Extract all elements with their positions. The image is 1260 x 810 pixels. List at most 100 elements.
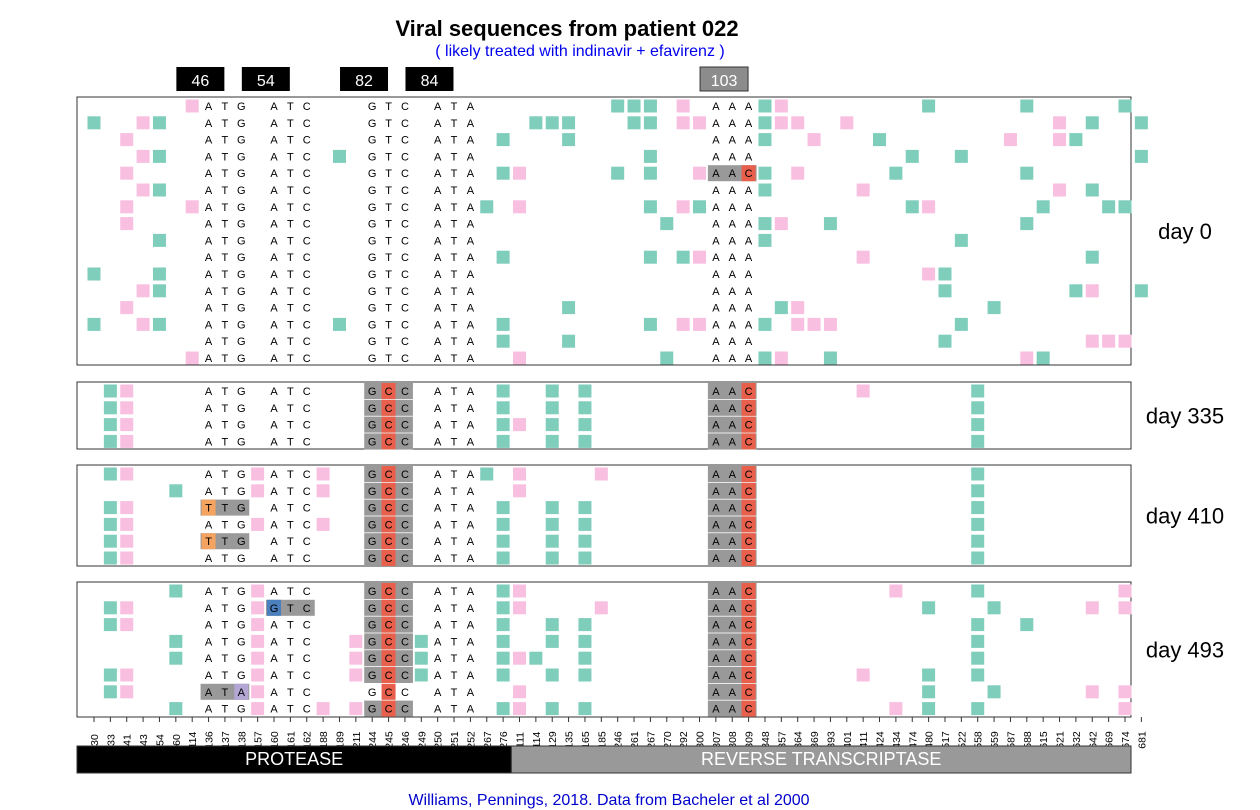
nucleotide: T: [287, 386, 294, 398]
nucleotide: T: [222, 469, 229, 481]
transition-cell: [987, 301, 1001, 315]
nucleotide: G: [368, 636, 377, 648]
nucleotide: A: [467, 101, 475, 113]
nucleotide: C: [745, 704, 753, 716]
nucleotide: A: [712, 168, 720, 180]
nucleotide: T: [451, 336, 458, 348]
nucleotide: G: [368, 101, 377, 113]
nucleotide: T: [451, 503, 458, 515]
nucleotide: A: [467, 168, 475, 180]
transition-cell: [1085, 183, 1099, 197]
nucleotide: A: [712, 118, 720, 130]
nucleotide: T: [222, 319, 229, 331]
transition-cell: [758, 133, 772, 147]
tick-label: 292: [678, 731, 690, 749]
nucleotide: A: [729, 168, 737, 180]
transversion-cell: [922, 267, 936, 281]
tick-label: 129: [547, 731, 559, 749]
tick-label: 681: [1136, 731, 1148, 749]
nucleotide: G: [237, 168, 246, 180]
nucleotide: T: [222, 636, 229, 648]
transition-cell: [496, 250, 510, 264]
nucleotide: C: [401, 687, 409, 699]
nucleotide: C: [385, 469, 393, 481]
gene-segment: [76, 745, 512, 774]
nucleotide: A: [205, 486, 213, 498]
nucleotide: C: [303, 269, 311, 281]
transition-cell: [169, 702, 183, 716]
tick-label: 162: [302, 731, 314, 749]
nucleotide-change: [381, 633, 396, 650]
nucleotide: T: [287, 303, 294, 315]
transition-cell: [938, 334, 952, 348]
transition-cell: [1102, 200, 1116, 214]
nucleotide: A: [270, 336, 278, 348]
nucleotide: T: [287, 135, 294, 147]
nucleotide: C: [303, 101, 311, 113]
nucleotide: A: [729, 603, 737, 615]
nucleotide: C: [385, 687, 393, 699]
nucleotide: A: [745, 353, 753, 365]
transition-cell: [643, 149, 657, 163]
transition-cell: [87, 317, 101, 331]
transversion-cell: [1118, 584, 1132, 598]
nucleotide: A: [270, 536, 278, 548]
nucleotide: G: [368, 519, 377, 531]
transition-cell: [152, 116, 166, 130]
nucleotide: G: [237, 185, 246, 197]
nucleotide-change: [381, 499, 396, 516]
nucleotide: C: [385, 436, 393, 448]
nucleotide: T: [385, 168, 392, 180]
nucleotide: A: [205, 219, 213, 231]
tick-label: 621: [1055, 731, 1067, 749]
nucleotide: T: [287, 536, 294, 548]
nucleotide: T: [287, 185, 294, 197]
nucleotide-change: [381, 650, 396, 667]
nucleotide: T: [287, 269, 294, 281]
nucleotide: G: [368, 269, 377, 281]
tick-label: 245: [384, 731, 396, 749]
nucleotide: C: [385, 486, 393, 498]
nucleotide: A: [712, 303, 720, 315]
nucleotide: T: [222, 486, 229, 498]
nucleotide: A: [205, 403, 213, 415]
tick-label: 632: [1071, 731, 1083, 749]
nucleotide: C: [745, 670, 753, 682]
nucleotide: A: [745, 286, 753, 298]
nucleotide: A: [729, 503, 737, 515]
nucleotide: T: [385, 252, 392, 264]
transition-cell: [643, 250, 657, 264]
nucleotide-change: [381, 533, 396, 550]
nucleotide: A: [205, 704, 213, 716]
nucleotide: T: [222, 269, 229, 281]
transition-cell: [103, 534, 117, 548]
transition-cell: [578, 501, 592, 515]
transition-cell: [971, 418, 985, 432]
tick-label: 54: [154, 734, 166, 746]
nucleotide: C: [745, 503, 753, 515]
mutation-label: 82: [355, 73, 373, 90]
nucleotide: A: [434, 252, 442, 264]
nucleotide: A: [467, 536, 475, 548]
transition-cell: [922, 702, 936, 716]
nucleotide: T: [222, 235, 229, 247]
nucleotide: A: [467, 620, 475, 632]
transversion-cell: [594, 601, 608, 615]
nucleotide: A: [729, 436, 737, 448]
nucleotide: T: [451, 353, 458, 365]
transition-cell: [643, 200, 657, 214]
nucleotide: A: [205, 235, 213, 247]
nucleotide: A: [467, 386, 475, 398]
transition-cell: [578, 384, 592, 398]
nucleotide: C: [303, 118, 311, 130]
transition-cell: [905, 200, 919, 214]
nucleotide: A: [467, 185, 475, 197]
nucleotide-change: [741, 165, 756, 182]
transition-cell: [496, 634, 510, 648]
transversion-cell: [1118, 601, 1132, 615]
nucleotide: A: [434, 303, 442, 315]
panel-frame: [76, 381, 1132, 450]
nucleotide: A: [270, 420, 278, 432]
nucleotide-change: [741, 616, 756, 633]
transition-cell: [332, 317, 346, 331]
